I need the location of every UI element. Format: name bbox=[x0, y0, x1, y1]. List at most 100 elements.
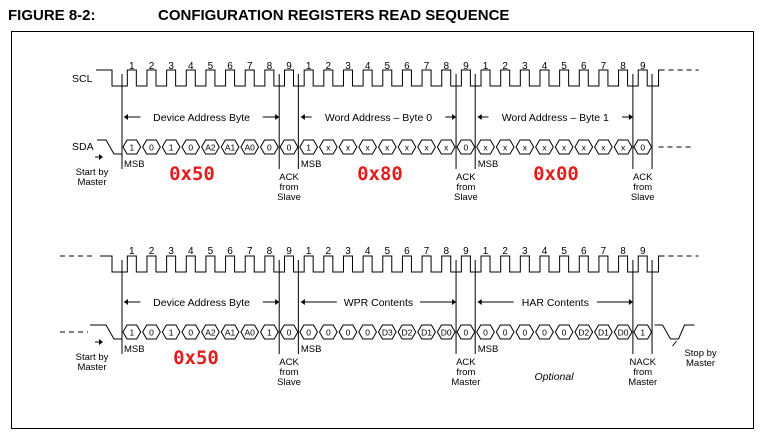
read-bit-value: D3 bbox=[382, 328, 393, 338]
read-stop-label-line1: Stop by bbox=[684, 348, 716, 359]
write-bit-value: 1 bbox=[306, 143, 311, 153]
write-ack-label: from bbox=[456, 182, 475, 193]
read-bit-value: 0 bbox=[365, 328, 370, 338]
write-clock-bit-number: 8 bbox=[443, 61, 449, 72]
write-bit-cell bbox=[397, 139, 417, 155]
write-bit-value: x bbox=[601, 143, 606, 153]
write-ack-label: Slave bbox=[277, 192, 301, 203]
write-bit-value: A2 bbox=[205, 143, 216, 153]
write-bit-value: x bbox=[523, 143, 528, 153]
read-bit-value: D1 bbox=[598, 328, 609, 338]
read-bit-value: 0 bbox=[287, 328, 292, 338]
read-bit-value: D2 bbox=[578, 328, 589, 338]
read-clock-bit-number: 9 bbox=[463, 246, 469, 257]
read-bit-cell bbox=[613, 324, 633, 340]
write-annotation-word-byte0: 0x80 bbox=[357, 163, 403, 185]
read-bit-value: 0 bbox=[188, 328, 193, 338]
write-clock-bit-number: 5 bbox=[384, 61, 390, 72]
read-bit-cell bbox=[122, 324, 142, 340]
read-bit-cell bbox=[161, 324, 181, 340]
write-ack-label: Slave bbox=[631, 192, 655, 203]
write-start-condition bbox=[97, 139, 122, 155]
read-bit-cell bbox=[201, 324, 220, 340]
write-bit-cell bbox=[220, 139, 240, 155]
read-bit-value: A1 bbox=[225, 328, 236, 338]
read-clock-bit-number: 1 bbox=[306, 246, 312, 257]
write-clock-bit-number: 9 bbox=[286, 61, 292, 72]
read-bit-cell bbox=[240, 324, 260, 340]
read-msb-label: MSB bbox=[301, 344, 322, 355]
write-bit-cell bbox=[279, 139, 299, 155]
read-bit-cell bbox=[259, 324, 279, 340]
write-start-arrow bbox=[99, 154, 103, 160]
read-clock-bit-number: 8 bbox=[620, 246, 626, 257]
write-clock-bit-number: 5 bbox=[208, 61, 214, 72]
write-bit-value: x bbox=[424, 143, 429, 153]
read-bit-cell bbox=[220, 324, 240, 340]
write-clock-bit-number: 4 bbox=[542, 61, 548, 72]
write-bit-value: x bbox=[503, 143, 508, 153]
write-bit-cell bbox=[613, 139, 633, 155]
read-clock-bit-number: 1 bbox=[483, 246, 489, 257]
read-bit-value: A0 bbox=[245, 328, 256, 338]
read-field-label: HAR Contents bbox=[522, 297, 589, 309]
read-bit-value: 0 bbox=[306, 328, 311, 338]
read-bit-cell bbox=[279, 324, 299, 340]
read-clock-bit-number: 9 bbox=[640, 246, 646, 257]
read-bit-value: 0 bbox=[503, 328, 508, 338]
write-ack-label: ACK bbox=[633, 172, 653, 183]
read-ack-label: from bbox=[280, 367, 299, 378]
read-clock-bit-number: 4 bbox=[188, 246, 194, 257]
write-bit-value: x bbox=[366, 143, 371, 153]
read-msb-label: MSB bbox=[478, 344, 499, 355]
write-bit-cell bbox=[240, 139, 260, 155]
read-clock-bit-number: 3 bbox=[522, 246, 528, 257]
read-bit-cell bbox=[554, 324, 574, 340]
read-ack-label: ACK bbox=[279, 357, 299, 368]
read-ack-label: from bbox=[633, 367, 652, 378]
write-bit-value: x bbox=[483, 143, 488, 153]
write-clock-bit-number: 3 bbox=[522, 61, 528, 72]
read-bit-cell bbox=[377, 324, 397, 340]
write-bit-cell bbox=[515, 139, 535, 155]
read-field-arrowhead bbox=[300, 299, 305, 305]
read-ack-label: from bbox=[456, 367, 475, 378]
write-scl-waveform bbox=[96, 69, 665, 87]
write-bit-cell bbox=[161, 139, 181, 155]
read-bit-cell bbox=[397, 324, 417, 340]
write-bit-value: 0 bbox=[149, 143, 154, 153]
read-bit-value: A2 bbox=[205, 328, 216, 338]
write-ack-label: from bbox=[633, 182, 652, 193]
write-clock-bit-number: 5 bbox=[561, 61, 567, 72]
write-bit-value: x bbox=[385, 143, 390, 153]
write-ack-label: ACK bbox=[279, 172, 299, 183]
read-field-arrowhead bbox=[275, 299, 280, 305]
read-clock-bit-number: 5 bbox=[561, 246, 567, 257]
read-stop-label-line2: Master bbox=[686, 358, 715, 369]
write-clock-bit-number: 4 bbox=[365, 61, 371, 72]
write-clock-bit-number: 8 bbox=[267, 61, 273, 72]
write-clock-bit-number: 9 bbox=[463, 61, 469, 72]
read-bit-value: 0 bbox=[562, 328, 567, 338]
write-bit-value: 0 bbox=[267, 143, 272, 153]
write-field-arrowhead bbox=[452, 114, 457, 120]
write-clock-bit-number: 1 bbox=[129, 61, 135, 72]
read-clock-bit-number: 7 bbox=[424, 246, 430, 257]
write-bit-cell bbox=[338, 139, 358, 155]
read-bit-value: 0 bbox=[464, 328, 469, 338]
read-ack-label: ACK bbox=[456, 357, 476, 368]
write-bit-value: x bbox=[621, 143, 626, 153]
read-clock-bit-number: 4 bbox=[542, 246, 548, 257]
write-bit-cell bbox=[358, 139, 378, 155]
write-field-label: Device Address Byte bbox=[153, 112, 250, 124]
read-bit-value: 0 bbox=[522, 328, 527, 338]
write-sda-label: SDA bbox=[72, 141, 94, 153]
read-bit-cell bbox=[318, 324, 338, 340]
write-bit-cell bbox=[417, 139, 436, 155]
write-bit-cell bbox=[377, 139, 397, 155]
read-field-arrowhead bbox=[477, 299, 482, 305]
read-clock-bit-number: 5 bbox=[208, 246, 214, 257]
read-bit-value: D1 bbox=[421, 328, 432, 338]
write-bit-cell bbox=[476, 139, 495, 155]
